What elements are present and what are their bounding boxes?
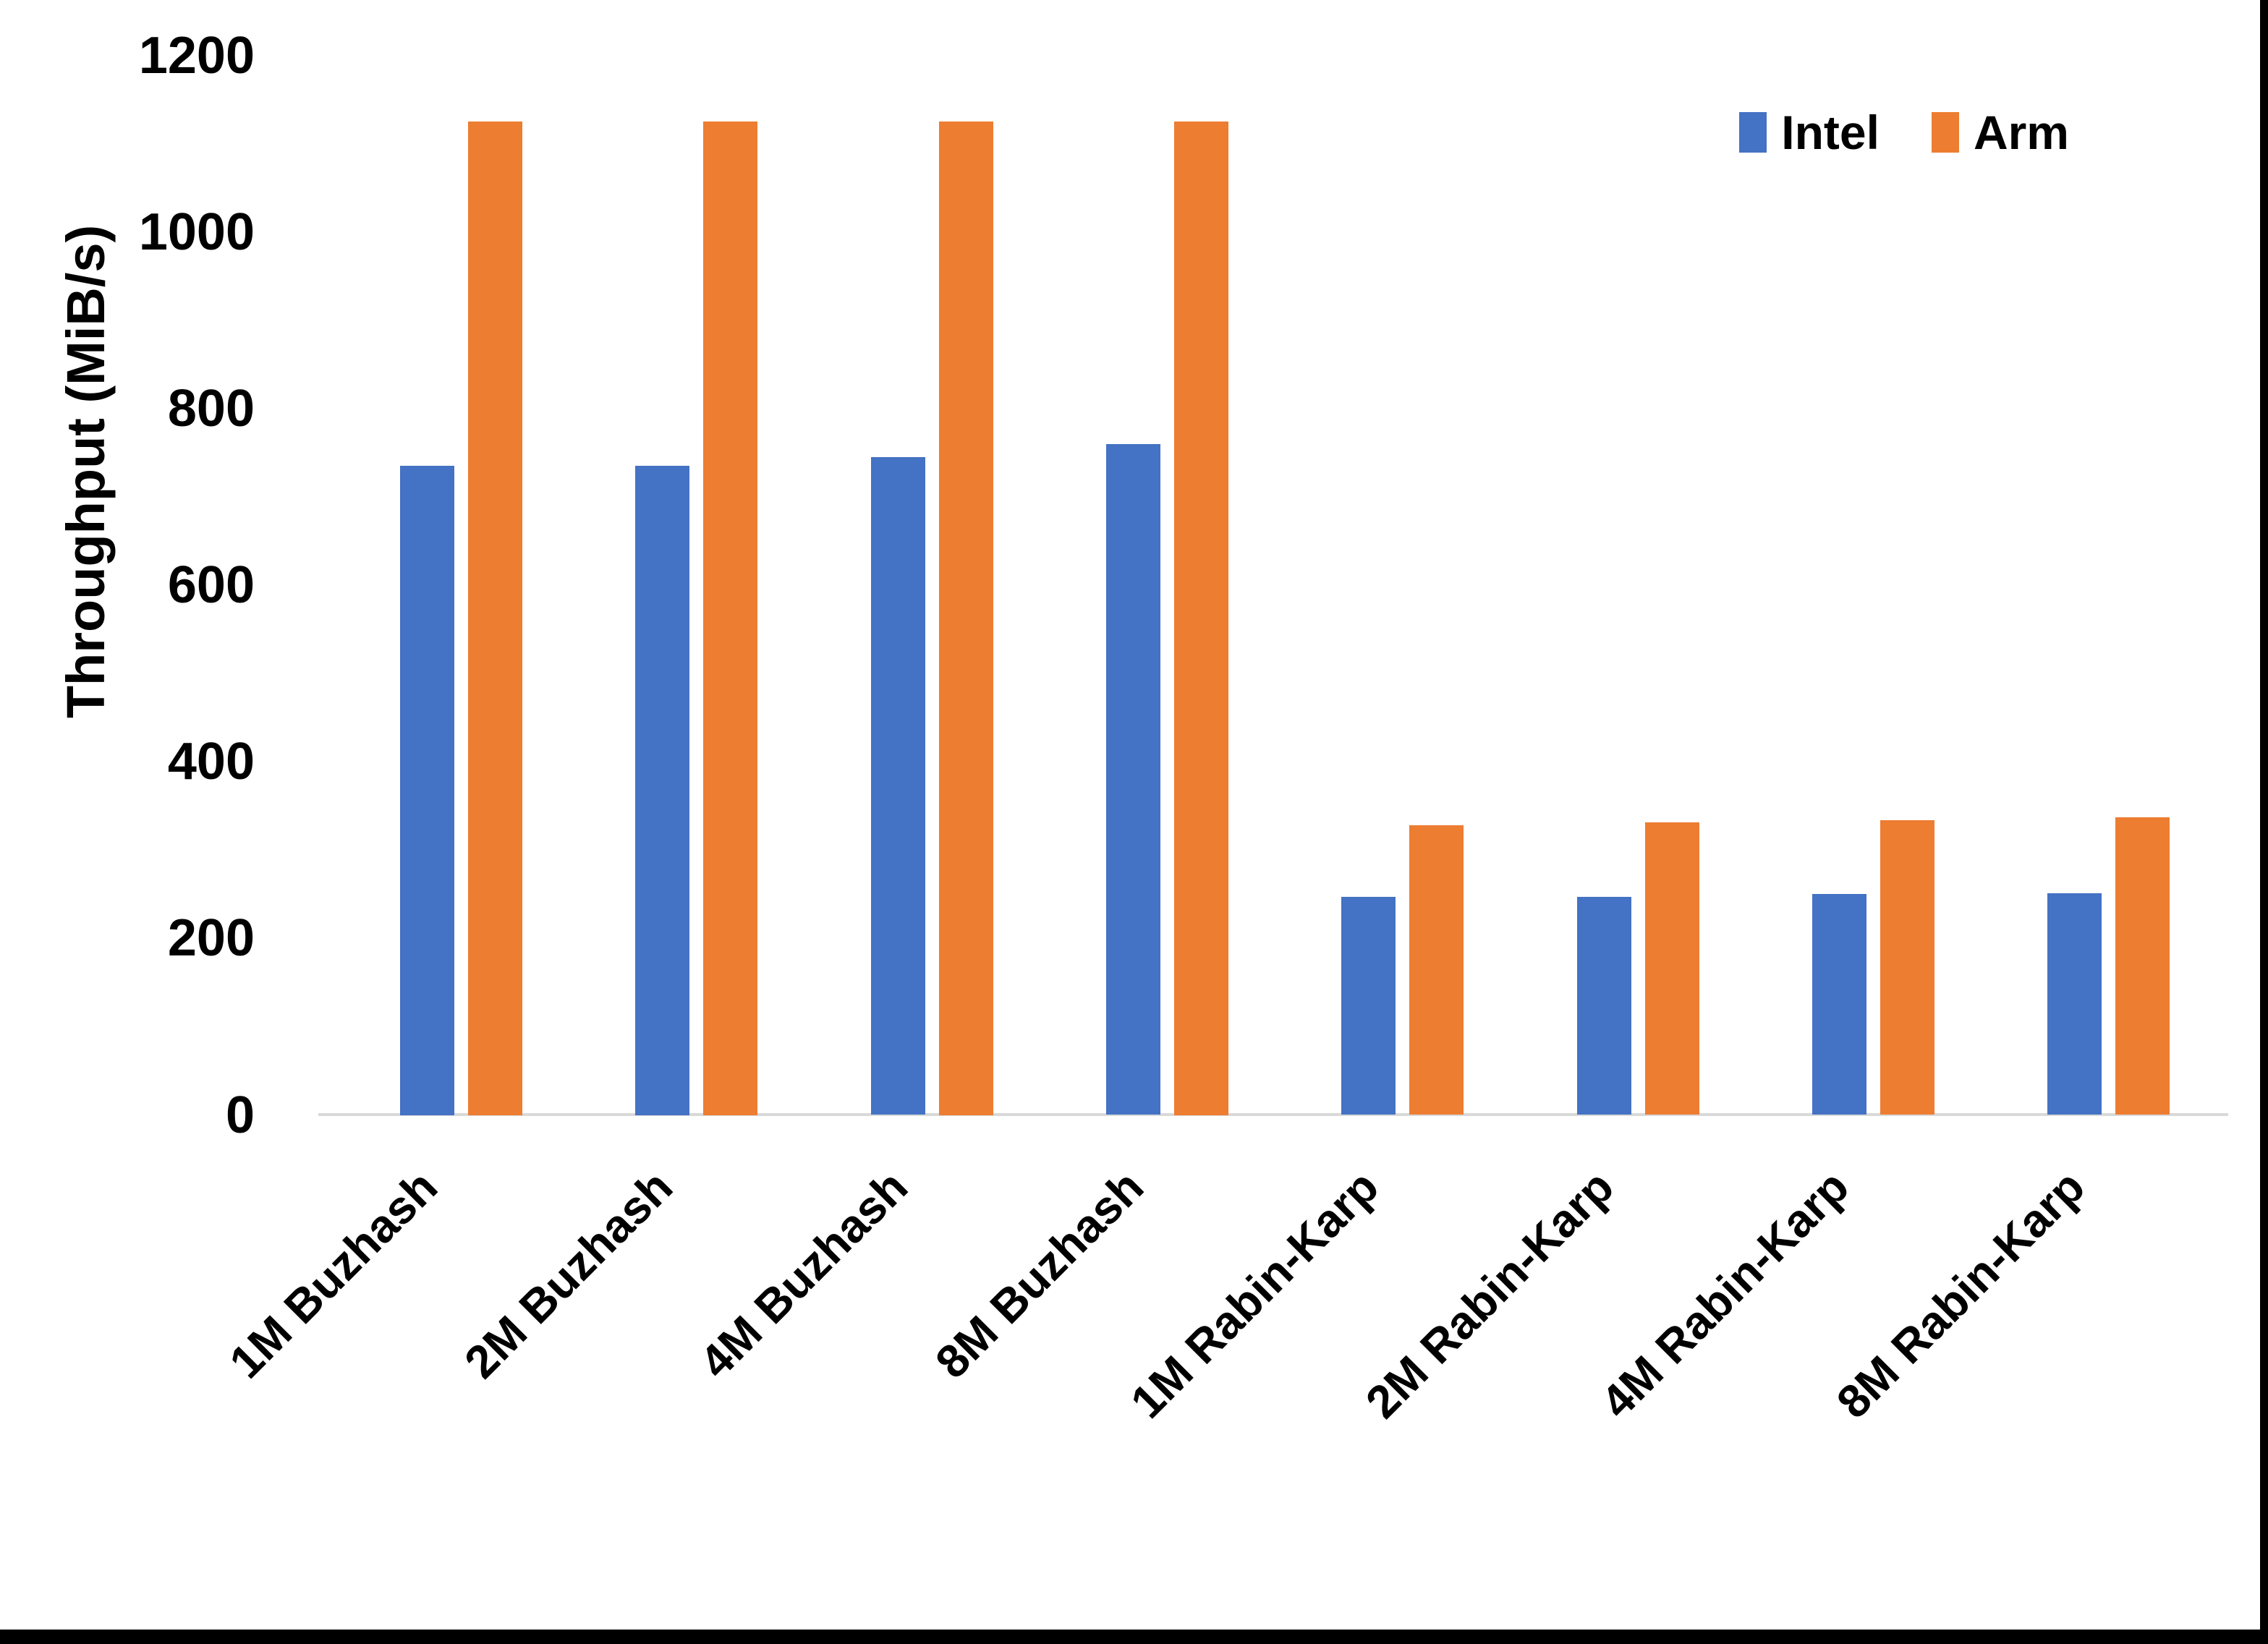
y-tick-label-800: 800 <box>167 379 255 438</box>
x-axis-label-2m-rabin-karp: 2M Rabin-Karp <box>1356 1160 1624 1428</box>
legend-item-arm: Arm <box>1931 106 2069 159</box>
legend-label-intel: Intel <box>1781 106 1880 159</box>
bar-arm-2m-buzhash <box>703 122 758 1115</box>
bar-intel-2m-buzhash <box>635 466 690 1115</box>
bar-intel-8m-buzhash <box>1106 443 1161 1115</box>
y-tick-label-600: 600 <box>167 556 255 614</box>
legend-item-intel: Intel <box>1739 108 1880 156</box>
bar-arm-4m-buzhash <box>938 122 993 1115</box>
x-axis-label-1m-buzhash: 1M Buzhash <box>218 1160 447 1389</box>
bar-intel-4m-rabin-karp <box>1812 894 1866 1115</box>
y-tick-label-1000: 1000 <box>138 203 255 261</box>
x-axis-baseline <box>318 1113 2228 1116</box>
frame-border-right <box>2260 0 2268 1644</box>
bar-arm-1m-buzhash <box>468 122 523 1115</box>
bar-intel-4m-buzhash <box>870 456 925 1115</box>
bar-arm-1m-rabin-karp <box>1409 825 1464 1115</box>
bar-arm-8m-rabin-karp <box>2115 817 2170 1115</box>
y-tick-label-0: 0 <box>225 1086 255 1144</box>
y-tick-label-200: 200 <box>167 909 255 968</box>
bar-intel-1m-rabin-karp <box>1341 896 1396 1115</box>
x-axis-label-2m-buzhash: 2M Buzhash <box>454 1160 683 1389</box>
legend-swatch-intel <box>1739 112 1767 153</box>
bar-intel-1m-buzhash <box>400 466 455 1115</box>
x-axis-label-1m-rabin-karp: 1M Rabin-Karp <box>1120 1160 1389 1428</box>
legend: Intel Arm <box>1739 108 2069 156</box>
bar-intel-2m-rabin-karp <box>1576 896 1631 1115</box>
x-axis-label-4m-rabin-karp: 4M Rabin-Karp <box>1591 1160 1859 1428</box>
bar-arm-2m-rabin-karp <box>1644 822 1699 1115</box>
x-axis-label-8m-rabin-karp: 8M Rabin-Karp <box>1826 1160 2094 1428</box>
legend-swatch-arm <box>1931 112 1959 153</box>
y-tick-label-1200: 1200 <box>138 26 255 85</box>
y-tick-label-400: 400 <box>167 733 255 791</box>
x-axis-label-8m-buzhash: 8M Buzhash <box>925 1160 1153 1389</box>
bar-arm-4m-rabin-karp <box>1880 819 1934 1115</box>
frame-border-bottom <box>0 1630 2268 1644</box>
bar-intel-8m-rabin-karp <box>2047 893 2102 1115</box>
x-axis-label-4m-buzhash: 4M Buzhash <box>689 1160 918 1389</box>
legend-label-arm: Arm <box>1973 106 2069 159</box>
bar-arm-8m-buzhash <box>1174 122 1229 1115</box>
